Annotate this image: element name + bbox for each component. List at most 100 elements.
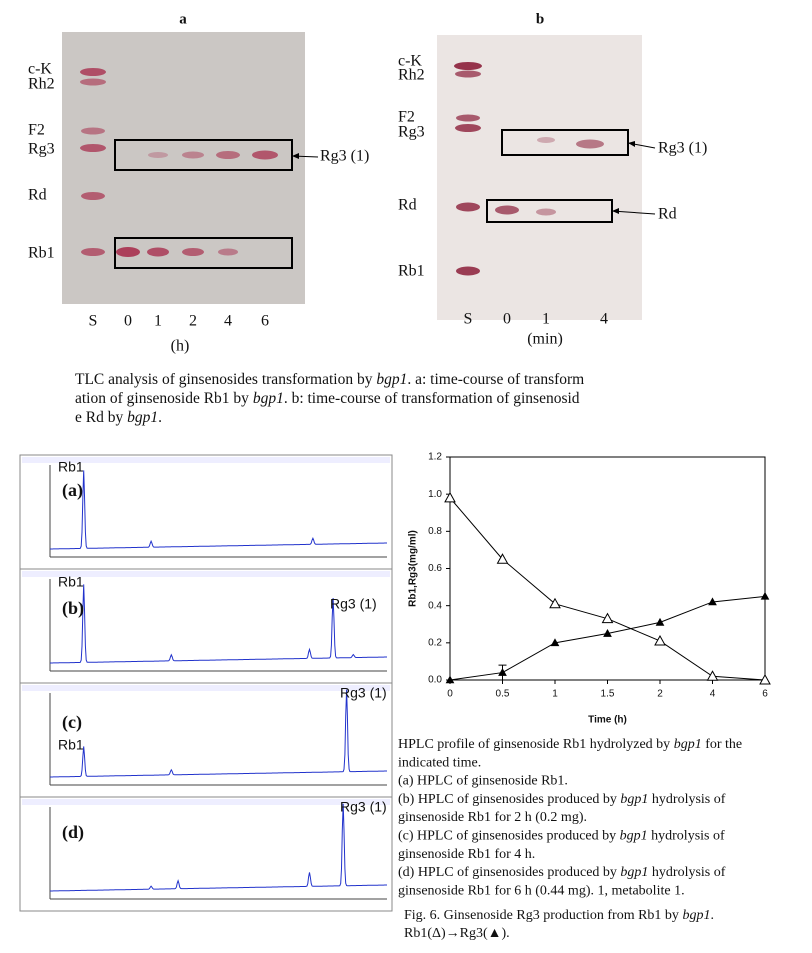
band-label: F2 xyxy=(398,109,415,126)
panel-label: (d) xyxy=(62,822,84,843)
caption-line: indicated time. xyxy=(398,756,481,771)
y-tick-label: 0.2 xyxy=(428,637,442,648)
caption-text: . a: time-course of transform xyxy=(407,371,584,388)
y-tick-label: 0.8 xyxy=(428,526,442,537)
caption-text: . xyxy=(710,908,714,923)
peak-label: Rg3 (1) xyxy=(330,596,377,612)
caption-text: (c) HPLC of ginsenosides produced by xyxy=(398,829,620,844)
y-tick-label: 0.4 xyxy=(428,600,442,611)
caption-line: (a) HPLC of ginsenoside Rb1. xyxy=(398,774,568,789)
caption-text: ation of ginsenoside Rb1 by xyxy=(75,390,253,407)
caption-line: ginsenoside Rb1 for 2 h (0.2 mg). xyxy=(398,810,587,825)
tlc-plate xyxy=(62,32,305,304)
band-label: c-K xyxy=(398,53,422,70)
x-tick-label: 4 xyxy=(710,689,716,700)
caption-text: bgp1 xyxy=(620,792,648,807)
caption-line: Rb1(Δ)→Rg3(▲). xyxy=(404,926,510,941)
caption-text: Fig. 6. Ginsenoside Rg3 production from … xyxy=(404,908,682,923)
highlight-box xyxy=(501,129,629,156)
axis-unit: (h) xyxy=(171,338,190,355)
caption-text: HPLC profile of ginsenoside Rb1 hydrolyz… xyxy=(398,737,674,752)
caption-text: hydrolysis of xyxy=(648,865,725,880)
y-tick-label: 1.2 xyxy=(428,452,442,463)
chromatogram-trace xyxy=(50,584,387,664)
peak-label: Rb1 xyxy=(58,459,84,475)
arrow-head xyxy=(292,153,299,159)
caption-text: bgp1 xyxy=(253,390,284,407)
arrow-head xyxy=(612,208,619,214)
chromatogram-trace xyxy=(50,470,387,550)
caption-text: (d) HPLC of ginsenosides produced by xyxy=(398,865,620,880)
panel-title: b xyxy=(536,11,544,27)
x-tick-label: 0.5 xyxy=(496,689,510,700)
caption-text: bgp1 xyxy=(620,865,648,880)
axis-unit: (min) xyxy=(527,331,563,348)
marker xyxy=(498,668,507,676)
caption-text: bgp1 xyxy=(682,908,710,923)
band-label: Rd xyxy=(28,187,47,204)
band-label: Rb1 xyxy=(28,245,55,262)
marker xyxy=(760,591,770,600)
tlc-plate xyxy=(437,35,642,320)
lane-label: 1 xyxy=(154,313,162,330)
lane-label: S xyxy=(464,311,473,328)
peak-label: Rg3 (1) xyxy=(340,799,387,815)
lane-label: 4 xyxy=(600,311,608,328)
caption-text: bgp1 xyxy=(674,737,702,752)
caption-line: HPLC profile of ginsenoside Rb1 hydrolyz… xyxy=(398,737,742,752)
chromatogram-header xyxy=(22,571,390,577)
annotation: Rg3 (1) xyxy=(658,140,707,157)
plot-frame xyxy=(449,456,766,681)
series-line xyxy=(449,595,766,681)
marker xyxy=(654,634,666,646)
highlight-box xyxy=(114,139,293,171)
lane-label: 2 xyxy=(189,313,197,330)
caption-line: TLC analysis of ginsenosides transformat… xyxy=(75,371,584,388)
caption-text: for the xyxy=(702,737,742,752)
panel-label: (b) xyxy=(62,598,84,619)
caption-text: indicated time. xyxy=(398,756,481,771)
caption-text: bgp1 xyxy=(620,829,648,844)
caption-line: (c) HPLC of ginsenosides produced by bgp… xyxy=(398,829,725,844)
series-line xyxy=(449,497,766,681)
caption-text: ginsenoside Rb1 for 2 h (0.2 mg). xyxy=(398,810,587,825)
caption-text: (a) HPLC of ginsenoside Rb1. xyxy=(398,774,568,789)
panel-label: (a) xyxy=(62,480,83,501)
marker xyxy=(603,629,612,637)
caption-line: (b) HPLC of ginsenosides produced by bgp… xyxy=(398,792,726,807)
peak-label: Rg3 (1) xyxy=(340,685,387,701)
x-tick-label: 6 xyxy=(762,689,768,700)
band-label: c-K xyxy=(28,61,52,78)
peak-label: Rb1 xyxy=(58,574,84,590)
band-label: F2 xyxy=(28,122,45,139)
marker xyxy=(655,617,665,626)
chromatogram-header xyxy=(22,685,390,691)
lane-label: S xyxy=(89,313,98,330)
marker xyxy=(706,670,719,681)
marker xyxy=(496,553,509,564)
marker xyxy=(444,491,456,503)
caption-line: ginsenoside Rb1 for 4 h. xyxy=(398,847,535,862)
peak-label: Rb1 xyxy=(58,737,84,753)
band-label: Rh2 xyxy=(28,76,55,93)
lane-label: 6 xyxy=(261,313,269,330)
caption-text: bgp1 xyxy=(376,371,407,388)
annotation: Rd xyxy=(658,206,677,223)
tlc-spots xyxy=(454,62,604,276)
chromatogram-header xyxy=(22,457,390,463)
band-label: Rg3 xyxy=(28,141,55,158)
band-label: Rb1 xyxy=(398,263,425,280)
marker xyxy=(759,673,771,685)
annotation: Rg3 (1) xyxy=(320,148,369,165)
caption-line: ginsenoside Rb1 for 6 h (0.44 mg). 1, me… xyxy=(398,884,685,899)
caption-text: . b: time-course of transformation of gi… xyxy=(284,390,580,407)
chromatogram-trace xyxy=(50,689,387,778)
caption-text: . xyxy=(158,409,162,426)
lane-label: 0 xyxy=(124,313,132,330)
caption-text: e Rd by xyxy=(75,409,127,426)
chromatogram-frame xyxy=(19,796,393,912)
caption-text: (b) HPLC of ginsenosides produced by xyxy=(398,792,620,807)
band-label: Rd xyxy=(398,197,417,214)
panel-title: a xyxy=(179,11,187,27)
